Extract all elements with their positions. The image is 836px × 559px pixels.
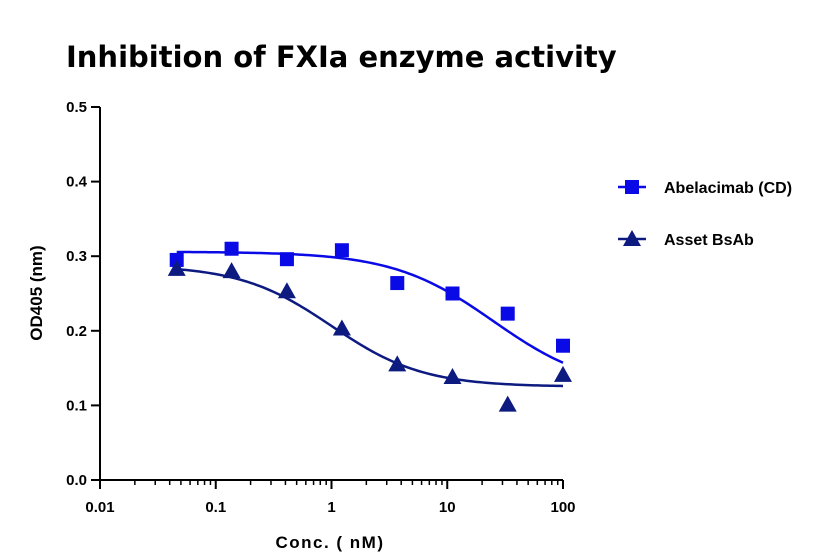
x-axis-label: Conc. ( nM) bbox=[275, 533, 384, 552]
data-point bbox=[445, 286, 460, 301]
x-tick-label: 0.01 bbox=[85, 499, 114, 516]
y-tick-label: 0.3 bbox=[66, 248, 87, 265]
x-tick-label: 100 bbox=[550, 499, 575, 516]
data-point bbox=[554, 365, 572, 382]
data-points bbox=[167, 241, 572, 412]
chart-title: Inhibition of FXIa enzyme activity bbox=[66, 40, 617, 74]
y-axis-label: OD405 (nm) bbox=[27, 245, 46, 340]
y-tick-label: 0.2 bbox=[66, 323, 87, 340]
data-point bbox=[388, 355, 407, 372]
fit-curve bbox=[176, 267, 564, 388]
y-tick-label: 0.1 bbox=[66, 397, 87, 414]
fit-curve bbox=[176, 250, 564, 364]
data-point bbox=[224, 241, 239, 256]
data-point bbox=[390, 276, 405, 291]
data-point bbox=[443, 368, 462, 385]
legend-label: Asset BsAb bbox=[664, 232, 754, 249]
y-tick-label: 0.5 bbox=[66, 99, 87, 116]
legend: Abelacimab (CD) Asset BsAb bbox=[618, 180, 792, 249]
data-point bbox=[279, 252, 294, 267]
data-point bbox=[332, 319, 351, 336]
fit-curves bbox=[176, 250, 564, 388]
y-tick-label: 0.0 bbox=[66, 472, 87, 489]
data-point bbox=[334, 243, 349, 258]
data-point bbox=[222, 262, 241, 279]
legend-label: Abelacimab (CD) bbox=[664, 180, 792, 197]
x-tick-label: 1 bbox=[327, 499, 335, 516]
ticks: 0.01 0.1 1 10 100 0.0 0.1 0.2 0.3 0.4 0.5 bbox=[66, 99, 575, 516]
axes bbox=[99, 107, 563, 481]
legend-marker bbox=[623, 230, 641, 246]
legend-marker bbox=[625, 180, 639, 194]
data-point bbox=[167, 259, 186, 276]
x-tick-label: 0.1 bbox=[205, 499, 226, 516]
data-point bbox=[500, 306, 515, 321]
x-tick-label: 10 bbox=[439, 499, 456, 516]
data-point bbox=[556, 338, 570, 353]
data-point bbox=[498, 395, 517, 412]
y-tick-label: 0.4 bbox=[66, 174, 88, 191]
data-point bbox=[277, 282, 296, 299]
